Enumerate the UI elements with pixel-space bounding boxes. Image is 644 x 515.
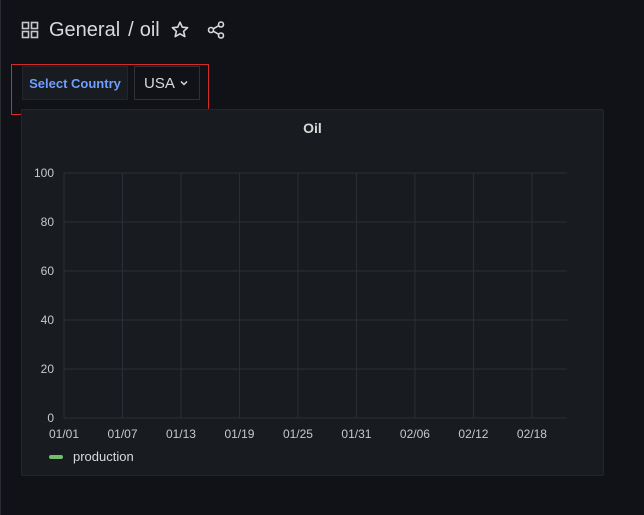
y-tick-label: 40 bbox=[41, 313, 55, 327]
x-tick-label: 02/12 bbox=[458, 427, 488, 441]
oil-panel: Oil 0 20 40 60 80 100 01/01 01/07 01/13 01/19 01/2… bbox=[21, 109, 604, 476]
legend-swatch bbox=[49, 454, 63, 459]
x-tick-label: 01/31 bbox=[341, 427, 371, 441]
country-select[interactable]: USA bbox=[134, 66, 200, 100]
y-tick-label: 60 bbox=[41, 264, 55, 278]
country-select-value: USA bbox=[144, 74, 175, 92]
y-tick-label: 100 bbox=[34, 166, 54, 180]
chevron-down-icon bbox=[180, 80, 188, 86]
y-tick-label: 80 bbox=[41, 215, 55, 229]
x-tick-label: 01/01 bbox=[49, 427, 79, 441]
x-tick-label: 02/06 bbox=[400, 427, 430, 441]
variable-label: Select Country bbox=[22, 66, 128, 100]
legend-item-production[interactable]: production bbox=[49, 449, 134, 464]
legend-label: production bbox=[73, 449, 134, 464]
x-tick-label: 01/25 bbox=[283, 427, 313, 441]
x-tick-label: 01/19 bbox=[224, 427, 254, 441]
x-tick-label: 01/13 bbox=[166, 427, 196, 441]
y-tick-label: 0 bbox=[47, 411, 54, 425]
breadcrumb-separator: / bbox=[128, 18, 134, 41]
breadcrumb-dashboard-title[interactable]: oil bbox=[139, 18, 160, 41]
dashboard-grid-icon bbox=[21, 21, 39, 39]
y-tick-label: 20 bbox=[41, 362, 55, 376]
x-tick-label: 02/18 bbox=[517, 427, 547, 441]
breadcrumb-folder[interactable]: General bbox=[49, 18, 121, 41]
panel-title[interactable]: Oil bbox=[303, 120, 322, 136]
dashboard-header: General / oil bbox=[21, 16, 226, 44]
x-tick-label: 01/07 bbox=[107, 427, 137, 441]
share-icon[interactable] bbox=[206, 20, 226, 40]
star-icon[interactable] bbox=[170, 20, 190, 40]
oil-chart: 0 20 40 60 80 100 01/01 01/07 01/13 01/19 01/25 01/… bbox=[34, 166, 567, 441]
